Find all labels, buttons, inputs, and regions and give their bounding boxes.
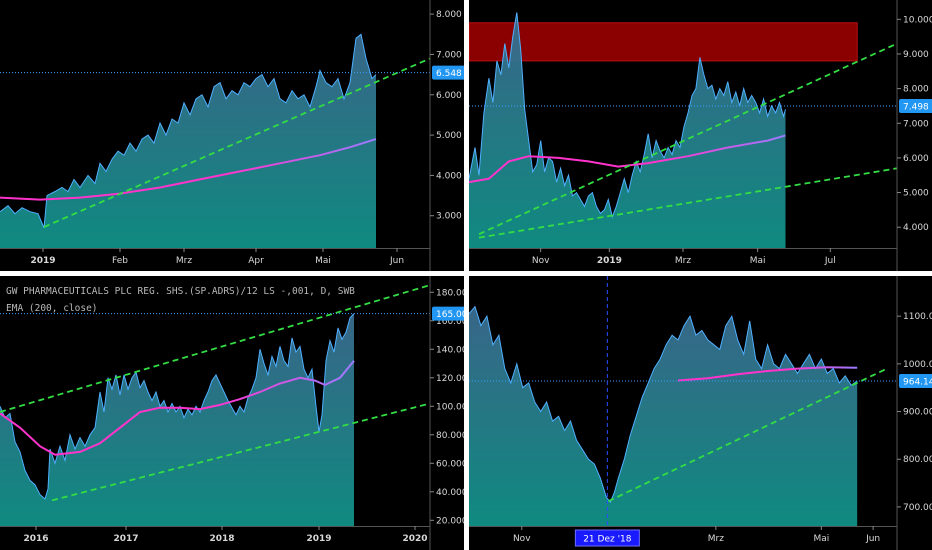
- x-tick-label: 2017: [113, 534, 138, 544]
- y-tick-label: 140.000: [436, 345, 464, 355]
- ema-line: [469, 134, 786, 184]
- chart-top-right[interactable]: 10.000 9.000 8.000 7.000 6.000 5.000 4.000 Nov 2…: [469, 0, 932, 271]
- chart-bottom-right-svg[interactable]: 1100.00 1000.00 900.00 800.00 700.00 Nov Mrz Ma…: [469, 276, 932, 550]
- y-tick-label: 10.000: [903, 15, 932, 25]
- price-area: [469, 306, 858, 526]
- y-tick-label: 160.000: [436, 317, 464, 327]
- ema-legend: EMA (200, close): [6, 303, 98, 314]
- x-tick-label: Nov: [532, 256, 550, 266]
- trend-line-2: [51, 402, 431, 502]
- ema-line: [0, 138, 377, 201]
- x-tick-label: 2019: [30, 256, 55, 266]
- y-tick-label: 9.000: [903, 50, 929, 60]
- y-tick-label: 7.000: [436, 50, 462, 60]
- price-label-text: 165.000: [436, 310, 464, 320]
- y-tick-label: 180.000: [436, 288, 464, 298]
- y-tick-label: 100.000: [436, 402, 464, 412]
- chart-bottom-left-svg[interactable]: 180.000 160.000 140.000 120.000 100.000 80.00…: [0, 276, 464, 550]
- resistance-zone: [469, 22, 858, 62]
- y-tick-label: 8.000: [436, 10, 462, 20]
- y-tick-label: 5.000: [903, 189, 929, 199]
- price-label-text: 964.14: [903, 377, 932, 387]
- price-line: [0, 33, 377, 228]
- x-tick-label: Mai: [813, 534, 829, 544]
- date-label-text: 21 Dez '18: [583, 535, 632, 545]
- price-label-tag: [432, 65, 464, 80]
- y-tick-label: 20.000: [436, 516, 464, 526]
- price-label-text: 7.498: [903, 103, 929, 113]
- y-tick-label: 7.000: [903, 119, 929, 129]
- trend-line-2: [478, 167, 898, 239]
- date-label-tag: [574, 529, 640, 547]
- x-tick-label: Nov: [513, 534, 531, 544]
- price-area: [0, 34, 376, 248]
- y-tick-label: 6.000: [903, 154, 929, 164]
- price-line: [0, 313, 355, 500]
- trend-line-1: [43, 57, 431, 228]
- x-tick-label: 2020: [402, 534, 427, 544]
- y-tick-label: 800.00: [903, 455, 932, 465]
- x-tick-label: Mrz: [708, 534, 724, 544]
- chart-top-left-svg[interactable]: 8.000 7.000 6.000 5.000 4.000 3.000 2019 Feb Mrz…: [0, 0, 464, 271]
- chart-top-left[interactable]: 8.000 7.000 6.000 5.000 4.000 3.000 2019 Feb Mrz…: [0, 0, 464, 271]
- y-tick-label: 900.00: [903, 408, 932, 418]
- x-tick-label: Mai: [750, 256, 766, 266]
- ema-line: [0, 360, 355, 456]
- y-tick-label: 700.00: [903, 503, 932, 513]
- chart-top-right-svg[interactable]: 10.000 9.000 8.000 7.000 6.000 5.000 4.000 Nov 2…: [469, 0, 932, 271]
- chart-bottom-left[interactable]: 180.000 160.000 140.000 120.000 100.000 80.00…: [0, 276, 464, 550]
- price-area: [469, 12, 786, 249]
- symbol-legend-title: GW PHARMACEUTICALS PLC REG. SHS.(SP.ADRS…: [6, 286, 355, 297]
- ema-line: [677, 366, 858, 382]
- y-tick-label: 8.000: [903, 85, 929, 95]
- price-label-tag: [432, 306, 464, 321]
- y-tick-label: 40.000: [436, 488, 464, 498]
- y-tick-label: 120.000: [436, 374, 464, 384]
- x-tick-label: 2018: [209, 534, 234, 544]
- price-label-tag: [899, 373, 932, 388]
- x-tick-label: Jun: [389, 256, 404, 266]
- x-tick-label: Apr: [248, 256, 264, 266]
- x-tick-label: 2019: [597, 256, 622, 266]
- price-label-tag: [899, 99, 932, 114]
- x-tick-label: Mrz: [176, 256, 192, 266]
- trend-line-1: [0, 284, 431, 413]
- x-tick-label: Feb: [112, 256, 128, 266]
- x-tick-label: 2019: [306, 534, 331, 544]
- y-tick-label: 4.000: [903, 223, 929, 233]
- y-tick-label: 1100.00: [903, 312, 932, 322]
- price-area: [0, 313, 354, 526]
- price-line: [469, 305, 858, 504]
- trend-line-1: [607, 367, 888, 503]
- y-tick-label: 5.000: [436, 131, 462, 141]
- price-label-text: 6.548: [436, 69, 462, 79]
- y-tick-label: 4.000: [436, 171, 462, 181]
- x-tick-label: Jul: [824, 256, 836, 266]
- trend-line-1: [478, 42, 898, 235]
- price-line: [469, 12, 786, 219]
- chart-bottom-right[interactable]: 1100.00 1000.00 900.00 800.00 700.00 Nov Mrz Ma…: [469, 276, 932, 550]
- x-tick-label: Mai: [315, 256, 331, 266]
- y-tick-label: 80.000: [436, 431, 464, 441]
- y-tick-label: 60.000: [436, 459, 464, 469]
- x-tick-label: 2016: [23, 534, 48, 544]
- x-tick-label: Mrz: [675, 256, 691, 266]
- y-tick-label: 6.000: [436, 91, 462, 101]
- panel-divider-horizontal: [0, 271, 932, 276]
- y-tick-label: 3.000: [436, 212, 462, 222]
- x-tick-label: Jun: [865, 534, 880, 544]
- y-tick-label: 1000.00: [903, 360, 932, 370]
